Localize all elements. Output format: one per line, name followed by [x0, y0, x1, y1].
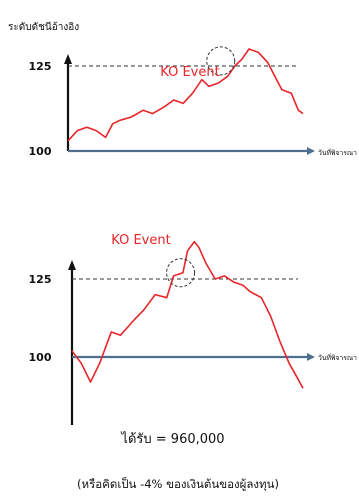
chart-2: 100 125 KO Event วันที่พิจารณา — [29, 233, 357, 425]
loss-percent-caption: (หรือคิดเป็น -4% ของเงินต้นของผู้ลงทุน) — [77, 476, 279, 491]
chart-1-ko-event-label: KO Event — [160, 65, 219, 80]
chart-2-ko-circle — [166, 258, 196, 288]
chart-2-series-line — [71, 240, 304, 389]
chart-1-y-tick-label-100: 100 — [29, 145, 52, 158]
chart-1-x-axis-label: วันที่พิจารณา — [318, 148, 357, 157]
chart-1-series-line — [67, 48, 304, 142]
chart-2-y-tick-label-100: 100 — [29, 351, 52, 364]
chart-1: ระดับดัชนีอ้างอิง 100 125 KO Event วันที่… — [8, 21, 357, 158]
chart-1-ko-circle — [206, 46, 236, 76]
chart-2-x-axis-arrowhead — [307, 353, 315, 361]
chart-2-y-axis-arrowhead — [68, 260, 76, 270]
chart-2-y-tick-label-125: 125 — [29, 273, 52, 286]
chart-2-x-axis-label: วันที่พิจารณา — [318, 353, 357, 362]
chart-1-y-tick-label-125: 125 — [29, 60, 52, 73]
chart-2-ko-event-label: KO Event — [111, 233, 170, 248]
chart-1-y-axis-arrowhead — [64, 54, 72, 64]
chart-1-title: ระดับดัชนีอ้างอิง — [8, 21, 79, 33]
payout-caption: ได้รับ = 960,000 — [120, 431, 224, 447]
chart-1-x-axis-arrowhead — [307, 147, 315, 155]
